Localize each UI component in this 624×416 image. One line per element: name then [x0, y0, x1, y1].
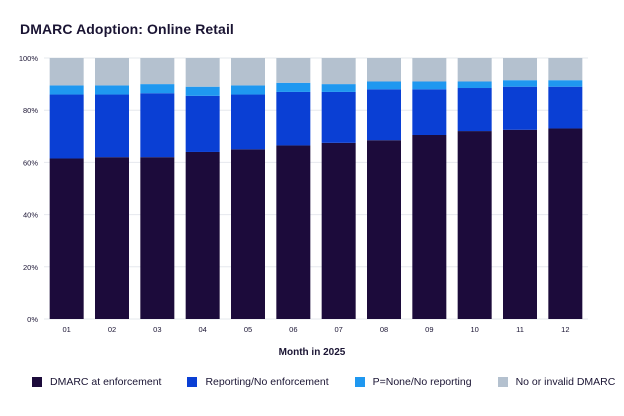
- y-axis-ticks: 0% 20% 40% 60% 80% 100%: [19, 54, 39, 324]
- x-tick-label: 08: [380, 325, 388, 334]
- bar-segment-p-none-no-reporting-02: [95, 85, 129, 95]
- bar-segment-p-none-no-reporting-01: [49, 85, 84, 95]
- x-tick-label: 06: [289, 325, 297, 334]
- bar-segment-reporting-no-enforcement-05: [231, 94, 265, 150]
- bar-segment-dmarc-at-enforcement-01: [49, 158, 84, 319]
- bar-segment-p-none-no-reporting-12: [548, 80, 583, 87]
- bar-segment-no-or-invalid-dmarc-02: [95, 58, 129, 86]
- bar-segment-p-none-no-reporting-09: [412, 81, 447, 90]
- bar-segment-p-none-no-reporting-10: [457, 81, 492, 89]
- bar-segment-reporting-no-enforcement-04: [185, 95, 220, 152]
- x-tick-label: 09: [425, 325, 433, 334]
- bar-segment-dmarc-at-enforcement-11: [503, 129, 537, 319]
- bar-segment-reporting-no-enforcement-02: [95, 94, 129, 158]
- legend-item-none-policy: P=None/No reporting: [354, 376, 472, 388]
- legend-swatch-reporting: [187, 377, 198, 387]
- legend-swatch-no-dmarc: [497, 377, 508, 387]
- legend-item-no-dmarc: No or invalid DMARC: [497, 376, 616, 388]
- bar-segment-reporting-no-enforcement-01: [49, 94, 84, 159]
- y-tick-label: 0%: [27, 315, 38, 324]
- bar-segment-no-or-invalid-dmarc-06: [276, 58, 311, 83]
- bar-segment-reporting-no-enforcement-09: [412, 89, 447, 135]
- bar-segment-no-or-invalid-dmarc-10: [457, 58, 492, 82]
- bars: [49, 58, 583, 319]
- bar-segment-dmarc-at-enforcement-05: [231, 149, 265, 319]
- legend-item-enforcement: DMARC at enforcement: [32, 376, 161, 388]
- bar-segment-dmarc-at-enforcement-07: [321, 142, 356, 319]
- x-tick-label: 05: [244, 325, 252, 334]
- legend-item-reporting: Reporting/No enforcement: [187, 376, 329, 388]
- bar-segment-p-none-no-reporting-05: [231, 85, 265, 95]
- bar-segment-no-or-invalid-dmarc-07: [321, 58, 356, 85]
- bar-segment-no-or-invalid-dmarc-11: [503, 58, 537, 81]
- bar-segment-dmarc-at-enforcement-02: [95, 157, 129, 319]
- x-tick-label: 11: [516, 325, 524, 334]
- bar-segment-no-or-invalid-dmarc-12: [548, 58, 583, 81]
- bar-segment-no-or-invalid-dmarc-01: [49, 58, 84, 86]
- bar-segment-dmarc-at-enforcement-08: [367, 140, 401, 319]
- x-axis-label: Month in 2025: [278, 347, 346, 358]
- bar-segment-reporting-no-enforcement-10: [457, 88, 492, 132]
- bar-segment-dmarc-at-enforcement-09: [412, 134, 447, 319]
- y-tick-label: 100%: [19, 54, 39, 63]
- y-tick-label: 40%: [23, 211, 38, 220]
- bar-segment-dmarc-at-enforcement-10: [457, 131, 492, 319]
- bar-segment-p-none-no-reporting-08: [367, 81, 401, 90]
- legend-label-reporting: Reporting/No enforcement: [205, 376, 329, 388]
- bar-segment-p-none-no-reporting-07: [321, 84, 356, 92]
- bar-segment-no-or-invalid-dmarc-08: [367, 58, 401, 82]
- y-tick-label: 80%: [23, 106, 38, 115]
- bar-segment-no-or-invalid-dmarc-03: [140, 58, 175, 85]
- bar-segment-reporting-no-enforcement-06: [276, 91, 311, 146]
- x-tick-label: 07: [334, 325, 342, 334]
- chart-title: DMARC Adoption: Online Retail: [20, 21, 234, 37]
- x-axis-ticks: 01 02 03 04 05 06 07 08 09 10 11 12: [62, 325, 569, 334]
- bar-segment-reporting-no-enforcement-12: [548, 86, 583, 129]
- x-tick-label: 12: [561, 325, 569, 334]
- bar-segment-p-none-no-reporting-04: [185, 86, 220, 96]
- bar-segment-p-none-no-reporting-03: [140, 84, 175, 94]
- legend-label-enforcement: DMARC at enforcement: [50, 376, 162, 388]
- x-tick-label: 02: [108, 325, 116, 334]
- bar-segment-no-or-invalid-dmarc-09: [412, 58, 447, 82]
- legend-label-no-dmarc: No or invalid DMARC: [515, 376, 616, 388]
- legend-label-none-policy: P=None/No reporting: [372, 376, 472, 388]
- bar-segment-reporting-no-enforcement-07: [321, 91, 356, 143]
- bar-segment-no-or-invalid-dmarc-05: [231, 58, 265, 86]
- bar-segment-reporting-no-enforcement-11: [503, 86, 537, 130]
- legend-swatch-enforcement: [32, 377, 42, 387]
- y-tick-label: 60%: [23, 158, 38, 167]
- gridlines: [44, 57, 588, 320]
- x-tick-label: 03: [153, 325, 161, 334]
- x-tick-label: 10: [470, 325, 478, 334]
- x-tick-label: 01: [62, 325, 70, 334]
- x-tick-label: 04: [198, 325, 206, 334]
- legend: DMARC at enforcement Reporting/No enforc…: [32, 376, 615, 388]
- bar-segment-dmarc-at-enforcement-06: [276, 145, 311, 319]
- bar-segment-no-or-invalid-dmarc-04: [185, 58, 220, 87]
- bar-segment-dmarc-at-enforcement-04: [185, 151, 220, 319]
- bar-segment-reporting-no-enforcement-08: [367, 89, 401, 141]
- bar-segment-dmarc-at-enforcement-03: [140, 157, 175, 319]
- legend-swatch-none-policy: [354, 377, 365, 387]
- bar-segment-p-none-no-reporting-11: [503, 80, 537, 87]
- bar-segment-reporting-no-enforcement-03: [140, 93, 175, 158]
- y-tick-label: 20%: [23, 263, 38, 272]
- bar-segment-dmarc-at-enforcement-12: [548, 128, 583, 319]
- bar-segment-p-none-no-reporting-06: [276, 82, 311, 92]
